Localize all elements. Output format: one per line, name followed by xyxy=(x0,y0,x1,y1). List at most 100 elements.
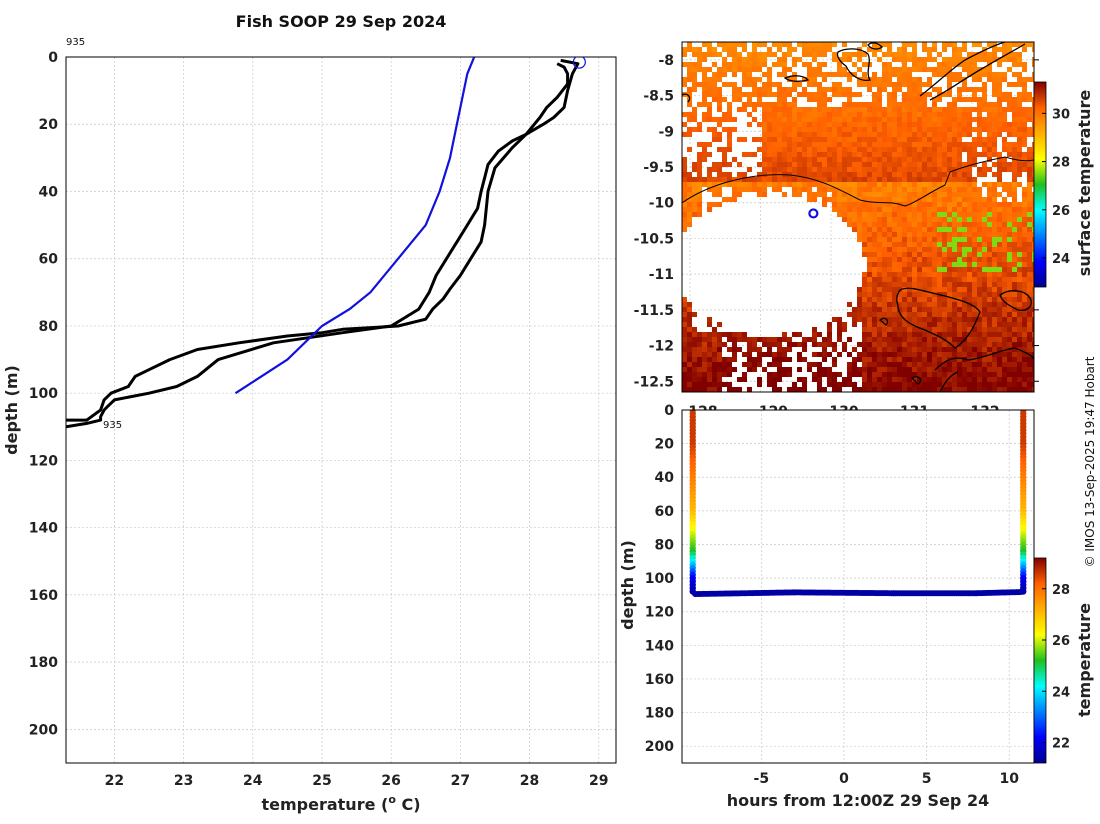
map-sst-cell xyxy=(972,107,977,112)
map-sst-cell xyxy=(692,107,697,112)
map-sst-cell xyxy=(917,177,922,182)
map-sst-cell xyxy=(892,107,897,112)
map-sst-cell xyxy=(747,367,752,372)
map-sst-cell xyxy=(907,222,912,227)
map-sst-cell xyxy=(737,92,742,97)
map-sst-cell xyxy=(702,342,707,347)
map-sst-cell xyxy=(737,52,742,57)
map-sst-cell xyxy=(747,97,752,102)
map-sst-cell xyxy=(907,272,912,277)
map-sst-cell xyxy=(927,107,932,112)
map-sst-cell xyxy=(722,72,727,77)
map-sst-cell xyxy=(1012,332,1017,337)
map-sst-cell xyxy=(1032,307,1034,312)
map-sst-cell xyxy=(1027,237,1032,242)
map-sst-cell xyxy=(957,322,962,327)
map-sst-cell xyxy=(882,167,887,172)
map-sst-cell xyxy=(732,347,737,352)
map-sst-cell xyxy=(887,252,892,257)
map-sst-cell xyxy=(1002,277,1007,282)
map-sst-cell xyxy=(917,57,922,62)
map-sst-cell xyxy=(682,207,687,212)
map-sst-cell xyxy=(757,62,762,67)
map-sst-cell xyxy=(857,357,862,362)
map-sst-cell xyxy=(872,187,877,192)
map-sst-cell xyxy=(752,337,757,342)
map-sst-cell xyxy=(907,212,912,217)
map-sst-cell xyxy=(862,272,867,277)
map-sst-cell xyxy=(922,227,927,232)
map-sst-cell xyxy=(947,217,952,222)
map-sst-cell xyxy=(1032,322,1034,327)
map-sst-cell xyxy=(797,112,802,117)
map-sst-cell xyxy=(922,202,927,207)
map-sst-cell xyxy=(877,147,882,152)
map-sst-cell xyxy=(932,112,937,117)
map-sst-cell xyxy=(747,187,752,192)
map-sst-cell xyxy=(897,297,902,302)
map-sst-cell xyxy=(782,337,787,342)
map-sst-cell xyxy=(957,302,962,307)
map-sst-cell xyxy=(1007,297,1012,302)
map-sst-cell xyxy=(817,352,822,357)
map-sst-cell xyxy=(912,192,917,197)
map-sst-cell xyxy=(1022,77,1027,82)
map-sst-cell xyxy=(952,152,957,157)
map-sst-cell xyxy=(997,382,1002,387)
map-sst-cell xyxy=(882,232,887,237)
map-sst-cell xyxy=(867,257,872,262)
map-sst-cell xyxy=(1012,372,1017,377)
map-sst-cell xyxy=(967,112,972,117)
map-sst-cell xyxy=(947,182,952,187)
map-sst-cell xyxy=(1032,217,1034,222)
map-sst-cell xyxy=(937,252,942,257)
map-sst-cell xyxy=(982,267,987,272)
map-sst-cell xyxy=(952,222,957,227)
map-sst-cell xyxy=(717,347,722,352)
map-sst-cell xyxy=(737,192,742,197)
map-sst-cell xyxy=(1002,362,1007,367)
map-sst-cell xyxy=(1007,242,1012,247)
map-sst-cell xyxy=(727,172,732,177)
map-sst-cell xyxy=(1032,182,1034,187)
map-sst-cell xyxy=(1007,52,1012,57)
map-sst-cell xyxy=(782,57,787,62)
map-sst-cell xyxy=(962,87,967,92)
map-sst-cell xyxy=(987,327,992,332)
map-sst-cell xyxy=(762,162,767,167)
map-sst-cell xyxy=(917,377,922,382)
map-sst-cell xyxy=(902,62,907,67)
map-sst-cell xyxy=(932,352,937,357)
map-sst-cell xyxy=(1017,232,1022,237)
map-sst-cell xyxy=(867,307,872,312)
map-sst-cell xyxy=(727,357,732,362)
map-sst-cell xyxy=(997,277,1002,282)
map-sst-cell xyxy=(997,372,1002,377)
map-sst-cell xyxy=(762,112,767,117)
profile-x-tick-label: 29 xyxy=(589,773,608,789)
map-sst-cell xyxy=(982,142,987,147)
map-sst-cell xyxy=(737,332,742,337)
section-bottom-point xyxy=(1017,589,1024,596)
map-sst-cell xyxy=(757,192,762,197)
map-sst-cell xyxy=(722,382,727,387)
map-sst-cell xyxy=(1002,197,1007,202)
map-sst-cell xyxy=(982,357,987,362)
map-sst-cell xyxy=(717,202,722,207)
map-sst-cell xyxy=(1007,122,1012,127)
map-sst-cell xyxy=(977,167,982,172)
map-sst-cell xyxy=(942,157,947,162)
map-sst-cell xyxy=(967,217,972,222)
map-sst-cell xyxy=(832,202,837,207)
map-sst-cell xyxy=(692,82,697,87)
map-sst-cell xyxy=(767,342,772,347)
map-sst-cell xyxy=(787,372,792,377)
map-sst-cell xyxy=(862,362,867,367)
map-sst-cell xyxy=(867,282,872,287)
map-sst-cell xyxy=(762,57,767,62)
map-sst-cell xyxy=(857,177,862,182)
map-sst-cell xyxy=(957,307,962,312)
map-sst-cell xyxy=(807,132,812,137)
map-sst-cell xyxy=(862,182,867,187)
map-sst-cell xyxy=(727,137,732,142)
